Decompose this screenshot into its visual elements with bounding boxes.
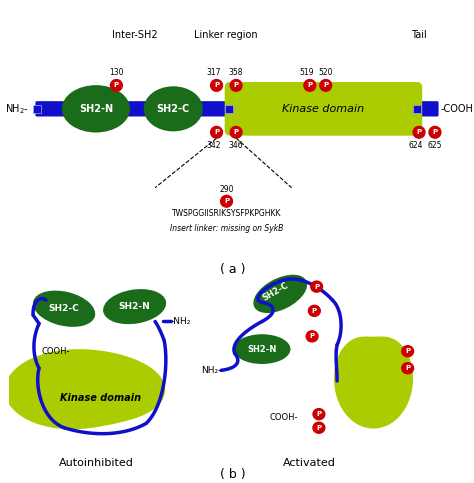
- FancyBboxPatch shape: [36, 101, 438, 116]
- Text: Inter-SH2: Inter-SH2: [112, 30, 157, 40]
- Circle shape: [230, 127, 242, 138]
- Text: ( a ): ( a ): [220, 263, 245, 276]
- Circle shape: [413, 127, 425, 138]
- Text: Kinase domain: Kinase domain: [283, 104, 365, 114]
- Text: COOH-: COOH-: [270, 412, 299, 422]
- Text: P: P: [307, 83, 312, 88]
- Text: P: P: [214, 129, 219, 135]
- Text: ( b ): ( b ): [219, 468, 245, 481]
- Circle shape: [304, 80, 316, 91]
- FancyBboxPatch shape: [33, 105, 41, 113]
- Text: P: P: [405, 348, 410, 354]
- Text: P: P: [234, 83, 238, 88]
- Text: P: P: [234, 129, 238, 135]
- Text: P: P: [316, 425, 321, 431]
- Text: 520: 520: [319, 68, 333, 77]
- Circle shape: [402, 363, 413, 374]
- Circle shape: [320, 80, 332, 91]
- Text: COOH-: COOH-: [41, 347, 70, 356]
- Circle shape: [210, 127, 222, 138]
- Circle shape: [210, 80, 222, 91]
- Text: SH2-C: SH2-C: [261, 281, 290, 303]
- Ellipse shape: [144, 86, 203, 131]
- Text: 290: 290: [219, 185, 234, 194]
- Text: SH2-N: SH2-N: [247, 344, 277, 354]
- Text: P: P: [432, 129, 438, 135]
- Circle shape: [429, 127, 441, 138]
- Text: 346: 346: [229, 142, 244, 150]
- Ellipse shape: [103, 289, 166, 324]
- Text: P: P: [417, 129, 421, 135]
- Text: SH2-C: SH2-C: [49, 304, 80, 313]
- Text: 358: 358: [229, 68, 243, 77]
- Text: Linker region: Linker region: [194, 30, 257, 40]
- FancyBboxPatch shape: [413, 105, 420, 113]
- Text: P: P: [405, 365, 410, 371]
- Text: -COOH: -COOH: [441, 104, 474, 114]
- Text: P: P: [310, 333, 315, 340]
- Text: Kinase domain: Kinase domain: [60, 393, 141, 403]
- Circle shape: [110, 80, 122, 91]
- Text: P: P: [312, 308, 317, 314]
- Text: SH2-C: SH2-C: [157, 104, 190, 114]
- Circle shape: [306, 331, 318, 342]
- Circle shape: [402, 346, 413, 357]
- Text: P: P: [314, 284, 319, 290]
- Text: Activated: Activated: [283, 458, 336, 468]
- Text: SH2-N: SH2-N: [79, 104, 113, 114]
- Polygon shape: [334, 337, 413, 428]
- Text: SH2-N: SH2-N: [119, 302, 150, 311]
- Circle shape: [309, 305, 320, 316]
- Circle shape: [311, 281, 322, 292]
- Ellipse shape: [234, 334, 291, 364]
- Text: -NH₂: -NH₂: [171, 317, 191, 326]
- Text: P: P: [114, 83, 119, 88]
- Text: NH₂-: NH₂-: [201, 366, 221, 375]
- Text: TWSPGGIISRIKSYSFPKPGHKK: TWSPGGIISRIKSYSFPKPGHKK: [172, 209, 281, 218]
- Circle shape: [313, 409, 325, 420]
- Text: Autoinhibited: Autoinhibited: [58, 458, 133, 468]
- Text: 317: 317: [206, 68, 220, 77]
- Text: 519: 519: [299, 68, 313, 77]
- Text: 624: 624: [409, 142, 423, 150]
- Text: P: P: [214, 83, 219, 88]
- Text: P: P: [316, 411, 321, 417]
- Text: 625: 625: [428, 142, 442, 150]
- FancyBboxPatch shape: [226, 105, 233, 113]
- FancyBboxPatch shape: [225, 82, 422, 136]
- Text: 130: 130: [109, 68, 124, 77]
- Ellipse shape: [62, 85, 130, 132]
- Text: P: P: [323, 83, 328, 88]
- Circle shape: [313, 422, 325, 433]
- Text: NH$_2$-: NH$_2$-: [5, 102, 28, 116]
- Text: Tail: Tail: [411, 30, 427, 40]
- Polygon shape: [5, 349, 165, 429]
- Circle shape: [230, 80, 242, 91]
- Text: P: P: [224, 198, 229, 204]
- Ellipse shape: [33, 291, 95, 327]
- Circle shape: [220, 196, 232, 207]
- Ellipse shape: [253, 275, 307, 313]
- Text: Insert linker: missing on SykB: Insert linker: missing on SykB: [170, 224, 283, 233]
- Text: 342: 342: [206, 142, 220, 150]
